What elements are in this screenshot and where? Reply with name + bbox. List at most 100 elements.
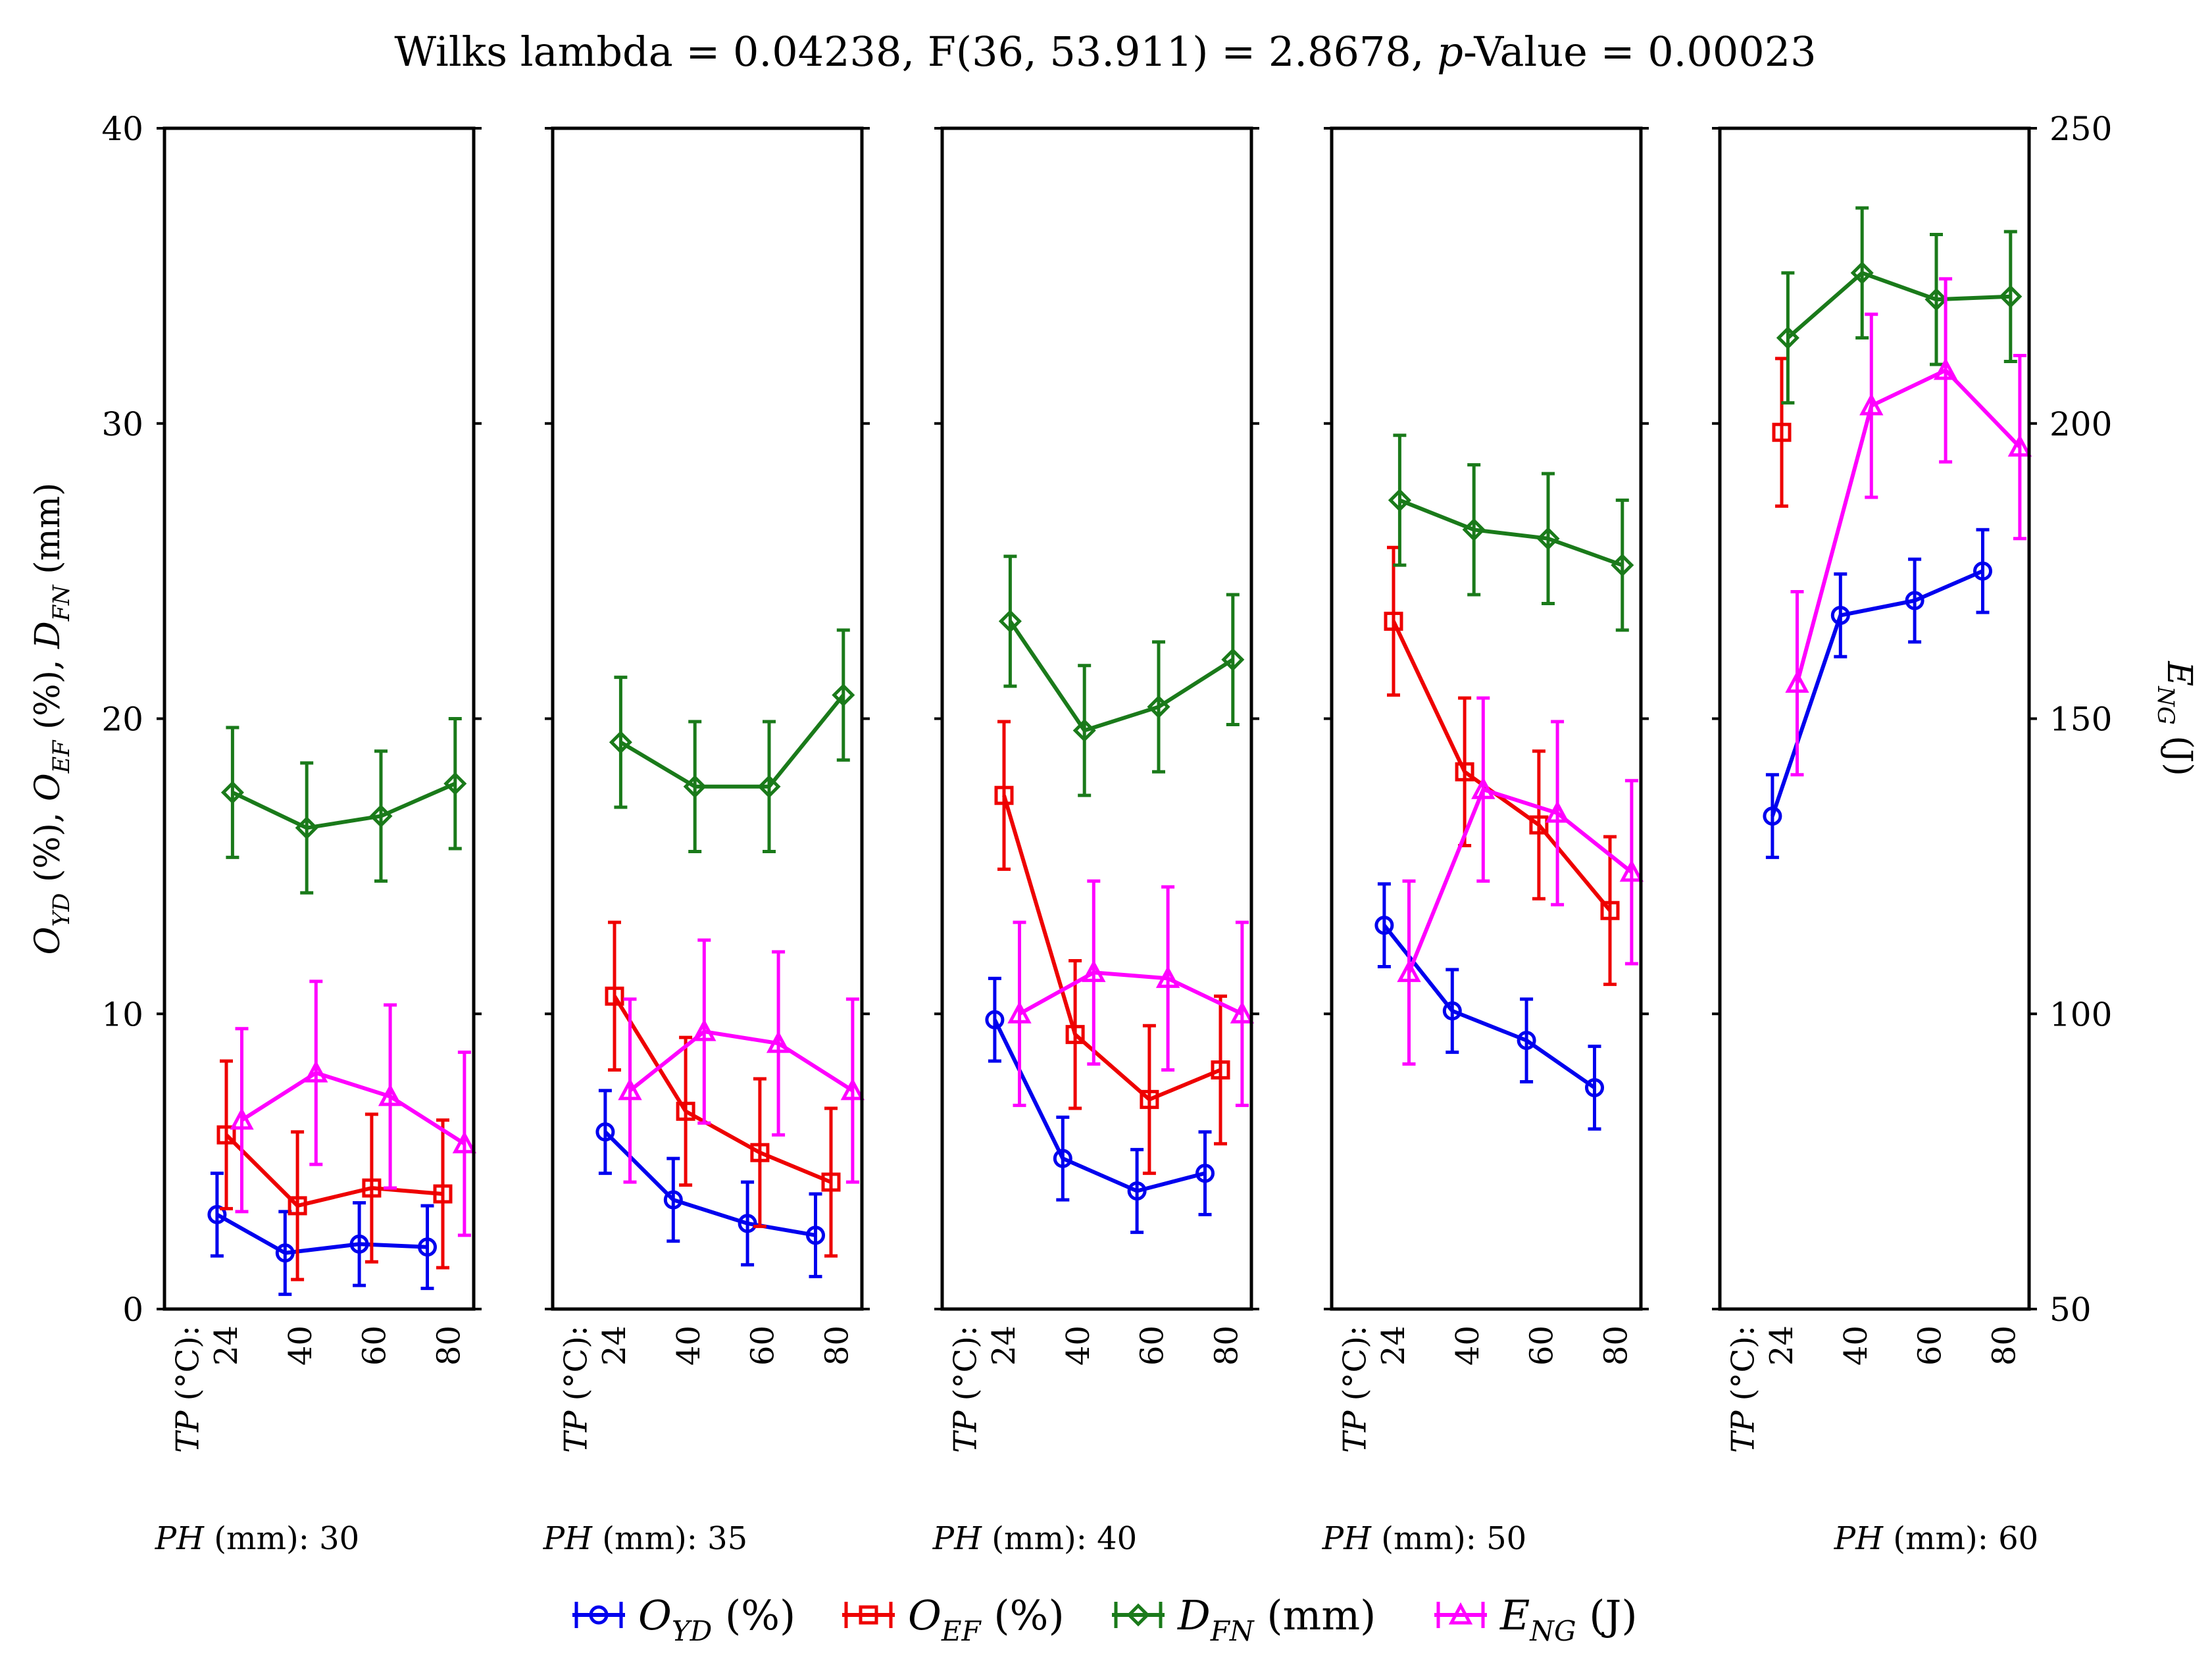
series-line-OYD — [216, 1212, 428, 1255]
series-ENG — [618, 938, 865, 1184]
panel-ph-label: PH (mm): 40 — [932, 1520, 1137, 1557]
series-OEF — [1384, 545, 1620, 986]
data-point-ENG — [1859, 393, 1884, 416]
data-point-OEF — [1600, 901, 1620, 920]
series-DFN — [609, 628, 855, 853]
series-DFN — [998, 555, 1245, 797]
data-point-OEF — [821, 1172, 841, 1192]
legend-label: OYD (%) — [638, 1591, 795, 1647]
series-DFN — [1776, 206, 2023, 405]
legend-marker — [859, 1605, 878, 1625]
data-point-OYD — [806, 1226, 825, 1245]
data-point-OYD — [595, 1122, 615, 1142]
data-point-OEF — [1065, 1025, 1085, 1045]
data-point-ENG — [840, 1077, 865, 1101]
x-tick-label: 24 — [208, 1325, 245, 1366]
legend-label: OEF (%) — [908, 1591, 1065, 1647]
x-tick-label: 60 — [1912, 1325, 1949, 1366]
data-point-OYD — [1374, 916, 1394, 935]
data-point-ENG — [1007, 1001, 1032, 1024]
data-point-DFN — [220, 781, 244, 805]
x-var-label: TP (°C): — [947, 1325, 984, 1453]
series-OYD — [985, 976, 1215, 1234]
series-OYD — [1763, 528, 1992, 859]
data-point-DFN — [1388, 488, 1411, 512]
data-point-ENG — [304, 1060, 328, 1083]
x-tick-label: 80 — [1597, 1325, 1634, 1366]
chart-title-text: Wilks lambda = 0.04238, F(36, 53.911) = … — [394, 28, 1816, 76]
series-line-OYD — [993, 1018, 1206, 1193]
series-OYD — [207, 1172, 437, 1297]
data-point-DFN — [369, 805, 393, 828]
x-tick-label: 80 — [1208, 1325, 1245, 1366]
series-line-ENG — [1795, 368, 2022, 684]
data-point-ENG — [230, 1107, 254, 1130]
legend-marker — [589, 1605, 609, 1625]
x-tick-label: 40 — [1838, 1325, 1874, 1366]
panel-ph-35: TP (°C): 24 40 60 80 PH (mm): 35 — [543, 126, 870, 1557]
panel-ph-60: TP (°C): 24 40 60 80 PH (mm): 60 — [1712, 126, 2038, 1557]
data-point-DFN — [1536, 527, 1560, 551]
series-line-DFN — [1399, 498, 1623, 567]
data-point-DFN — [1999, 285, 2023, 309]
data-point-OEF — [1384, 611, 1403, 631]
panel-frame — [1330, 126, 1643, 1311]
series-line-ENG — [240, 1071, 466, 1146]
series-line-OEF — [1392, 620, 1612, 912]
x-var-label: TP (°C): — [558, 1325, 595, 1453]
data-point-OEF — [433, 1184, 453, 1204]
panel-ph-label: PH (mm): 50 — [1322, 1520, 1526, 1557]
data-point-OEF — [216, 1125, 236, 1145]
left-tick-label: 30 — [101, 405, 143, 443]
data-point-ENG — [1397, 960, 1421, 982]
data-point-OYD — [1127, 1181, 1147, 1201]
x-tick-label: 60 — [357, 1325, 393, 1366]
data-point-OYD — [1830, 605, 1850, 625]
x-tick-label: 60 — [1524, 1325, 1561, 1366]
data-point-ENG — [1545, 800, 1570, 823]
data-point-OYD — [1763, 806, 1782, 826]
x-tick-label: 80 — [818, 1325, 855, 1366]
data-point-DFN — [1850, 261, 1874, 285]
data-point-ENG — [1619, 859, 1644, 882]
x-var-label: TP (°C): — [170, 1325, 207, 1453]
series-line-OEF — [1002, 795, 1222, 1102]
series-line-DFN — [232, 781, 457, 830]
data-point-DFN — [295, 816, 318, 840]
data-point-OYD — [207, 1204, 227, 1224]
right-tick-label: 100 — [2049, 995, 2112, 1033]
panel-ph-30: TP (°C): 24 40 60 80 PH (mm): 30 — [155, 126, 482, 1557]
series-DFN — [220, 717, 467, 895]
panel-frame — [551, 126, 864, 1311]
data-point-OEF — [288, 1196, 307, 1216]
series-DFN — [1388, 433, 1634, 632]
x-tick-label: 24 — [596, 1325, 633, 1366]
left-axis: 0 10 20 30 40 OYD (%), OEF (%), DFN (mm) — [28, 110, 143, 1329]
right-tick-label: 150 — [2049, 701, 2112, 739]
series-line-OYD — [603, 1130, 817, 1237]
series-ENG — [1785, 277, 2032, 777]
legend: OYD (%) OEF (%) DFN (mm) ENG (J) — [572, 1591, 1638, 1647]
data-point-DFN — [998, 609, 1022, 633]
left-tick-label: 20 — [101, 701, 143, 739]
x-tick-label: 24 — [1763, 1325, 1800, 1366]
series-line-OEF — [224, 1133, 443, 1208]
series-OEF — [216, 1059, 453, 1281]
data-point-OYD — [1053, 1149, 1072, 1168]
panel-frame — [940, 126, 1253, 1311]
series-line-ENG — [628, 1029, 854, 1093]
data-point-OEF — [750, 1143, 770, 1162]
x-tick-label: 24 — [1375, 1325, 1412, 1366]
data-point-OYD — [275, 1243, 295, 1263]
data-point-OYD — [985, 1010, 1005, 1029]
data-point-DFN — [832, 683, 855, 707]
panel-ph-label: PH (mm): 60 — [1834, 1520, 2038, 1557]
data-point-OEF — [676, 1101, 695, 1121]
data-point-DFN — [1924, 287, 1948, 311]
series-OEF — [1772, 357, 1792, 508]
right-tick-label: 200 — [2049, 405, 2112, 443]
series-ENG — [1397, 696, 1644, 1066]
data-point-ENG — [1785, 670, 1809, 693]
left-tick-label: 0 — [122, 1291, 143, 1329]
series-line-DFN — [1008, 620, 1234, 733]
